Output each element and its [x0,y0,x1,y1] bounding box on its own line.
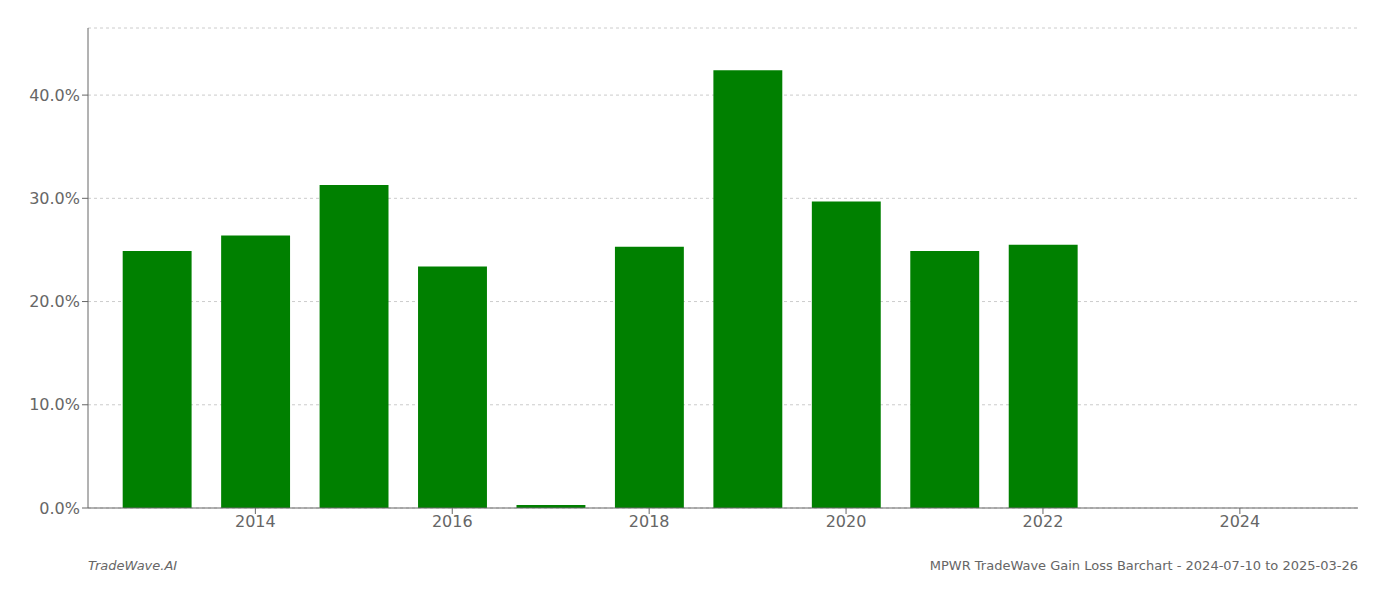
svg-text:40.0%: 40.0% [29,86,80,105]
html-text:MPWR TradeWave Gain Loss Barch: MPWR TradeWave Gain Loss Barchart - 2024… [929,558,1358,573]
svg-text:2020: 2020 [826,512,867,531]
svg-text:0.0%: 0.0% [39,499,80,518]
svg-text:2024: 2024 [1220,512,1261,531]
html-text:TradeWave.AI: TradeWave.AI [88,558,178,573]
svg-text:2018: 2018 [629,512,670,531]
svg-text:2014: 2014 [235,512,276,531]
svg-text:2016: 2016 [432,512,473,531]
svg-text:2022: 2022 [1023,512,1064,531]
svg-text:20.0%: 20.0% [29,292,80,311]
svg-text:30.0%: 30.0% [29,189,80,208]
svg-text:10.0%: 10.0% [29,395,80,414]
